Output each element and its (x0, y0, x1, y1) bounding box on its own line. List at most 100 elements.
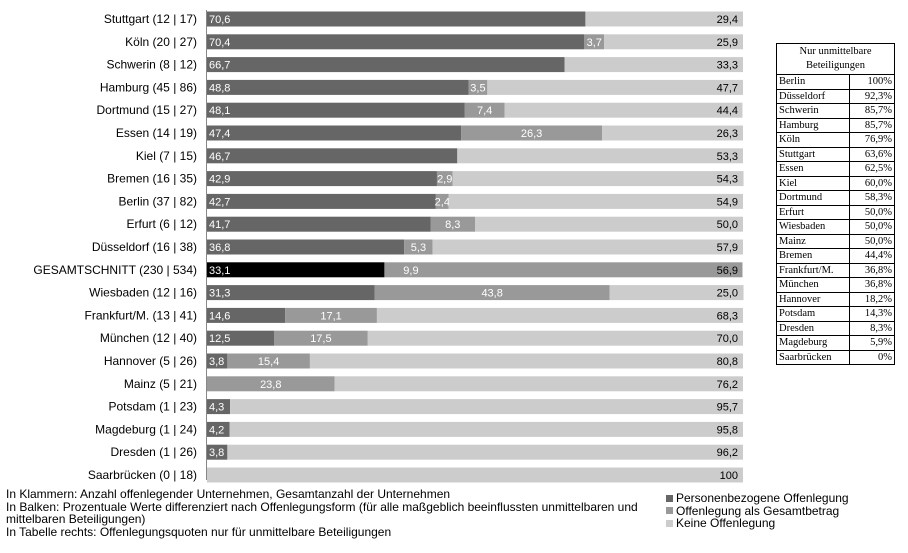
bar-segment (207, 285, 375, 301)
bar-row: Magdeburg (1 | 24) 4,2 95,8 (95, 421, 744, 437)
bar-value-label: 25,9 (717, 37, 738, 49)
bar-segment (585, 11, 743, 27)
category-label: Mainz (5 | 21) (124, 377, 197, 391)
bar-segment (374, 285, 610, 301)
bar-value-label: 47,4 (209, 128, 230, 140)
footnote-table: In Tabelle rechts: Offenlegungsquoten nu… (6, 524, 392, 539)
bar-segment (227, 444, 744, 460)
bar-segment (207, 307, 286, 323)
table-value-cell: 76,9% (849, 132, 895, 148)
bar-value-label: 8,3 (445, 219, 460, 231)
bar-segment (229, 421, 744, 437)
table-city-cell: Düsseldorf (776, 88, 850, 104)
bar-segment (207, 148, 458, 164)
bar-segment (584, 34, 605, 50)
category-label: Berlin (37 | 82) (119, 194, 198, 208)
bar-value-label: 95,8 (717, 424, 738, 436)
bar-segment (207, 467, 743, 483)
quota-table-header: Nur unmittelbare Beteiligungen (776, 43, 895, 75)
table-value-cell: 50,0% (849, 219, 895, 235)
table-value-cell: 62,5% (849, 161, 895, 177)
bar-value-label: 70,6 (209, 14, 230, 26)
category-label: Stuttgart (12 | 17) (104, 12, 197, 26)
bar-value-label: 43,8 (481, 288, 502, 300)
category-label: München (12 | 40) (100, 331, 197, 345)
table-value-cell: 58,3% (849, 190, 895, 206)
category-label: Köln (20 | 27) (125, 35, 197, 49)
bar-segment (207, 11, 586, 27)
table-row: Köln 76,9% (776, 132, 895, 148)
bar-segment (207, 421, 230, 437)
category-label: GESAMTSCHNITT (230 | 534) (33, 263, 197, 277)
category-label: Hamburg (45 | 86) (100, 80, 197, 94)
bar-segment (207, 57, 565, 73)
table-city-cell: Saarbrücken (776, 349, 850, 365)
bar-segment (430, 216, 475, 232)
table-row: Erfurt 50,0% (776, 204, 895, 220)
footnotes: In Klammern: Anzahl offenlegender Untern… (6, 488, 666, 538)
category-label: Frankfurt/M. (13 | 41) (85, 308, 197, 322)
bar-segment (207, 216, 431, 232)
bar-row: Saarbrücken (0 | 18) 100 (88, 467, 743, 483)
table-row: Schwerin 85,7% (776, 103, 895, 119)
bar-segment (207, 193, 436, 209)
bar-row: Essen (14 | 19) 47,4 26,3 26,3 (116, 125, 743, 141)
bar-segment (207, 444, 228, 460)
category-label: Wiesbaden (12 | 16) (89, 286, 197, 300)
bar-segment (207, 171, 437, 187)
bar-value-label: 56,9 (717, 265, 738, 277)
legend-label: Personenbezogene Offenlegung (676, 491, 849, 505)
bar-value-label: 4,3 (209, 402, 224, 414)
table-row: Saarbrücken 0% (776, 349, 895, 365)
bar-value-label: 48,1 (209, 105, 230, 117)
bar-segment (452, 171, 744, 187)
bar-value-label: 9,9 (403, 265, 418, 277)
bar-value-label: 12,5 (209, 333, 230, 345)
bar-value-label: 14,6 (209, 310, 230, 322)
footnote-bars: In Balken: Prozentuale Werte differenzie… (6, 499, 638, 526)
footnote-brackets: In Klammern: Anzahl offenlegender Untern… (6, 487, 451, 501)
table-row: Düsseldorf 92,3% (776, 88, 895, 104)
bar-value-label: 70,4 (209, 37, 230, 49)
table-row: Kiel 60,0% (776, 175, 895, 191)
bar-segment (457, 148, 743, 164)
bar-value-label: 54,3 (717, 174, 738, 186)
table-city-cell: Bremen (776, 248, 850, 264)
bar-segment (384, 262, 438, 278)
bar-value-label: 26,3 (717, 128, 738, 140)
category-label: Dortmund (15 | 27) (97, 103, 198, 117)
bar-value-label: 17,1 (320, 310, 341, 322)
bar-row: Wiesbaden (12 | 16) 31,3 43,8 25,0 (89, 285, 744, 301)
bar-value-label: 25,0 (717, 288, 738, 300)
bar-segment (376, 307, 743, 323)
bar-segment (207, 330, 274, 346)
category-label: Hannover (5 | 26) (104, 354, 197, 368)
bar-value-label: 80,8 (717, 356, 738, 368)
bar-value-label: 3,8 (209, 356, 224, 368)
bar-value-label: 15,4 (258, 356, 279, 368)
table-city-cell: Magdeburg (776, 335, 850, 351)
bar-value-label: 76,2 (717, 379, 738, 391)
table-row: Mainz 50,0% (776, 233, 895, 249)
bar-row: Mainz (5 | 21) 23,8 76,2 (124, 376, 743, 392)
bar-segment (609, 285, 744, 301)
table-city-cell: Dortmund (776, 190, 850, 206)
bar-segment (448, 193, 743, 209)
bar-value-label: 26,3 (521, 128, 542, 140)
bar-value-label: 23,8 (260, 379, 281, 391)
bar-segment (227, 353, 310, 369)
bar-segment (487, 79, 743, 95)
legend: Personenbezogene Offenlegung Offenlegung … (666, 492, 849, 530)
table-city-cell: Wiesbaden (776, 219, 850, 235)
bar-value-label: 42,9 (209, 174, 230, 186)
table-city-cell: Kiel (776, 175, 850, 191)
bar-segment (334, 376, 743, 392)
table-row: Magdeburg 5,9% (776, 335, 895, 351)
bar-value-label: 41,7 (209, 219, 230, 231)
bar-value-label: 44,4 (717, 105, 738, 117)
bar-value-label: 7,4 (477, 105, 492, 117)
table-city-cell: Hannover (776, 291, 850, 307)
bar-row: Hannover (5 | 26) 3,8 15,4 80,8 (104, 353, 743, 369)
bar-segment (207, 262, 385, 278)
table-row: Bremen 44,4% (776, 248, 895, 264)
